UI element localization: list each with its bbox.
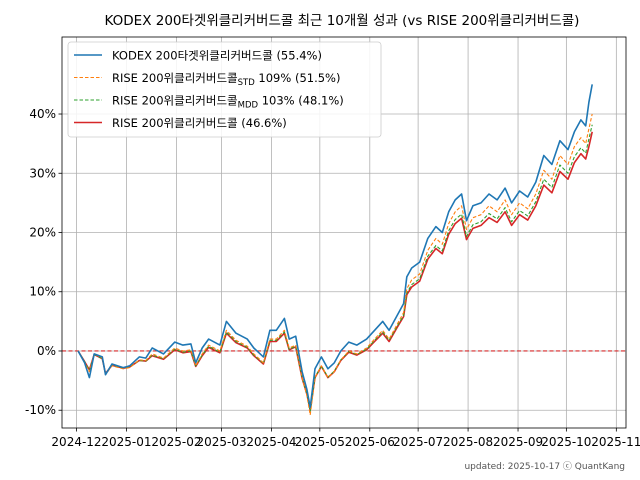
x-tick-label: 2025-06 [345, 435, 395, 449]
footer-credit: updated: 2025-10-17 ⓒ QuantKang [464, 461, 625, 472]
y-tick-label: 20% [29, 226, 56, 240]
series-line-3 [77, 124, 593, 412]
x-tick-label: 2025-11 [591, 435, 640, 449]
x-tick-label: 2025-04 [246, 435, 296, 449]
chart-title: KODEX 200타겟위클리커버드콜 최근 10개월 성과 (vs RISE 2… [105, 13, 580, 29]
x-tick-label: 2025-02 [151, 435, 201, 449]
x-tick-label: 2025-05 [295, 435, 345, 449]
x-tick-label: 2025-07 [393, 435, 443, 449]
legend: KODEX 200타겟위클리커버드콜 (55.4%) RISE 200위클리커버드… [67, 41, 382, 138]
x-tick-label: 2024-12 [51, 435, 101, 449]
x-tick-label: 2025-10 [541, 435, 591, 449]
x-tick-label: 2025-01 [101, 435, 151, 449]
x-tick-label: 2025-09 [493, 435, 543, 449]
legend-entry-3: RISE 200위클리커버드콜MDD 103% (48.1%) [112, 94, 344, 111]
legend-box [67, 41, 382, 138]
legend-entry-1: KODEX 200타겟위클리커버드콜 (55.4%) [112, 49, 322, 63]
y-tick-label: 0% [37, 344, 56, 358]
series-line-2 [77, 113, 593, 416]
series-line-1 [77, 84, 593, 409]
y-tick-label: 30% [29, 166, 56, 180]
y-tick-label: -10% [25, 403, 56, 417]
y-tick-label: 10% [29, 285, 56, 299]
legend-entry-4: RISE 200위클리커버드콜 (46.6%) [112, 116, 287, 130]
y-axis: -10% 0% 10% 20% 30% 40% [25, 107, 62, 417]
legend-entry-2: RISE 200위클리커버드콜STD 109% (51.5%) [112, 71, 340, 88]
x-tick-label: 2025-08 [443, 435, 493, 449]
x-tick-label: 2025-03 [196, 435, 246, 449]
y-tick-label: 40% [29, 107, 56, 121]
series-lines [77, 84, 593, 416]
